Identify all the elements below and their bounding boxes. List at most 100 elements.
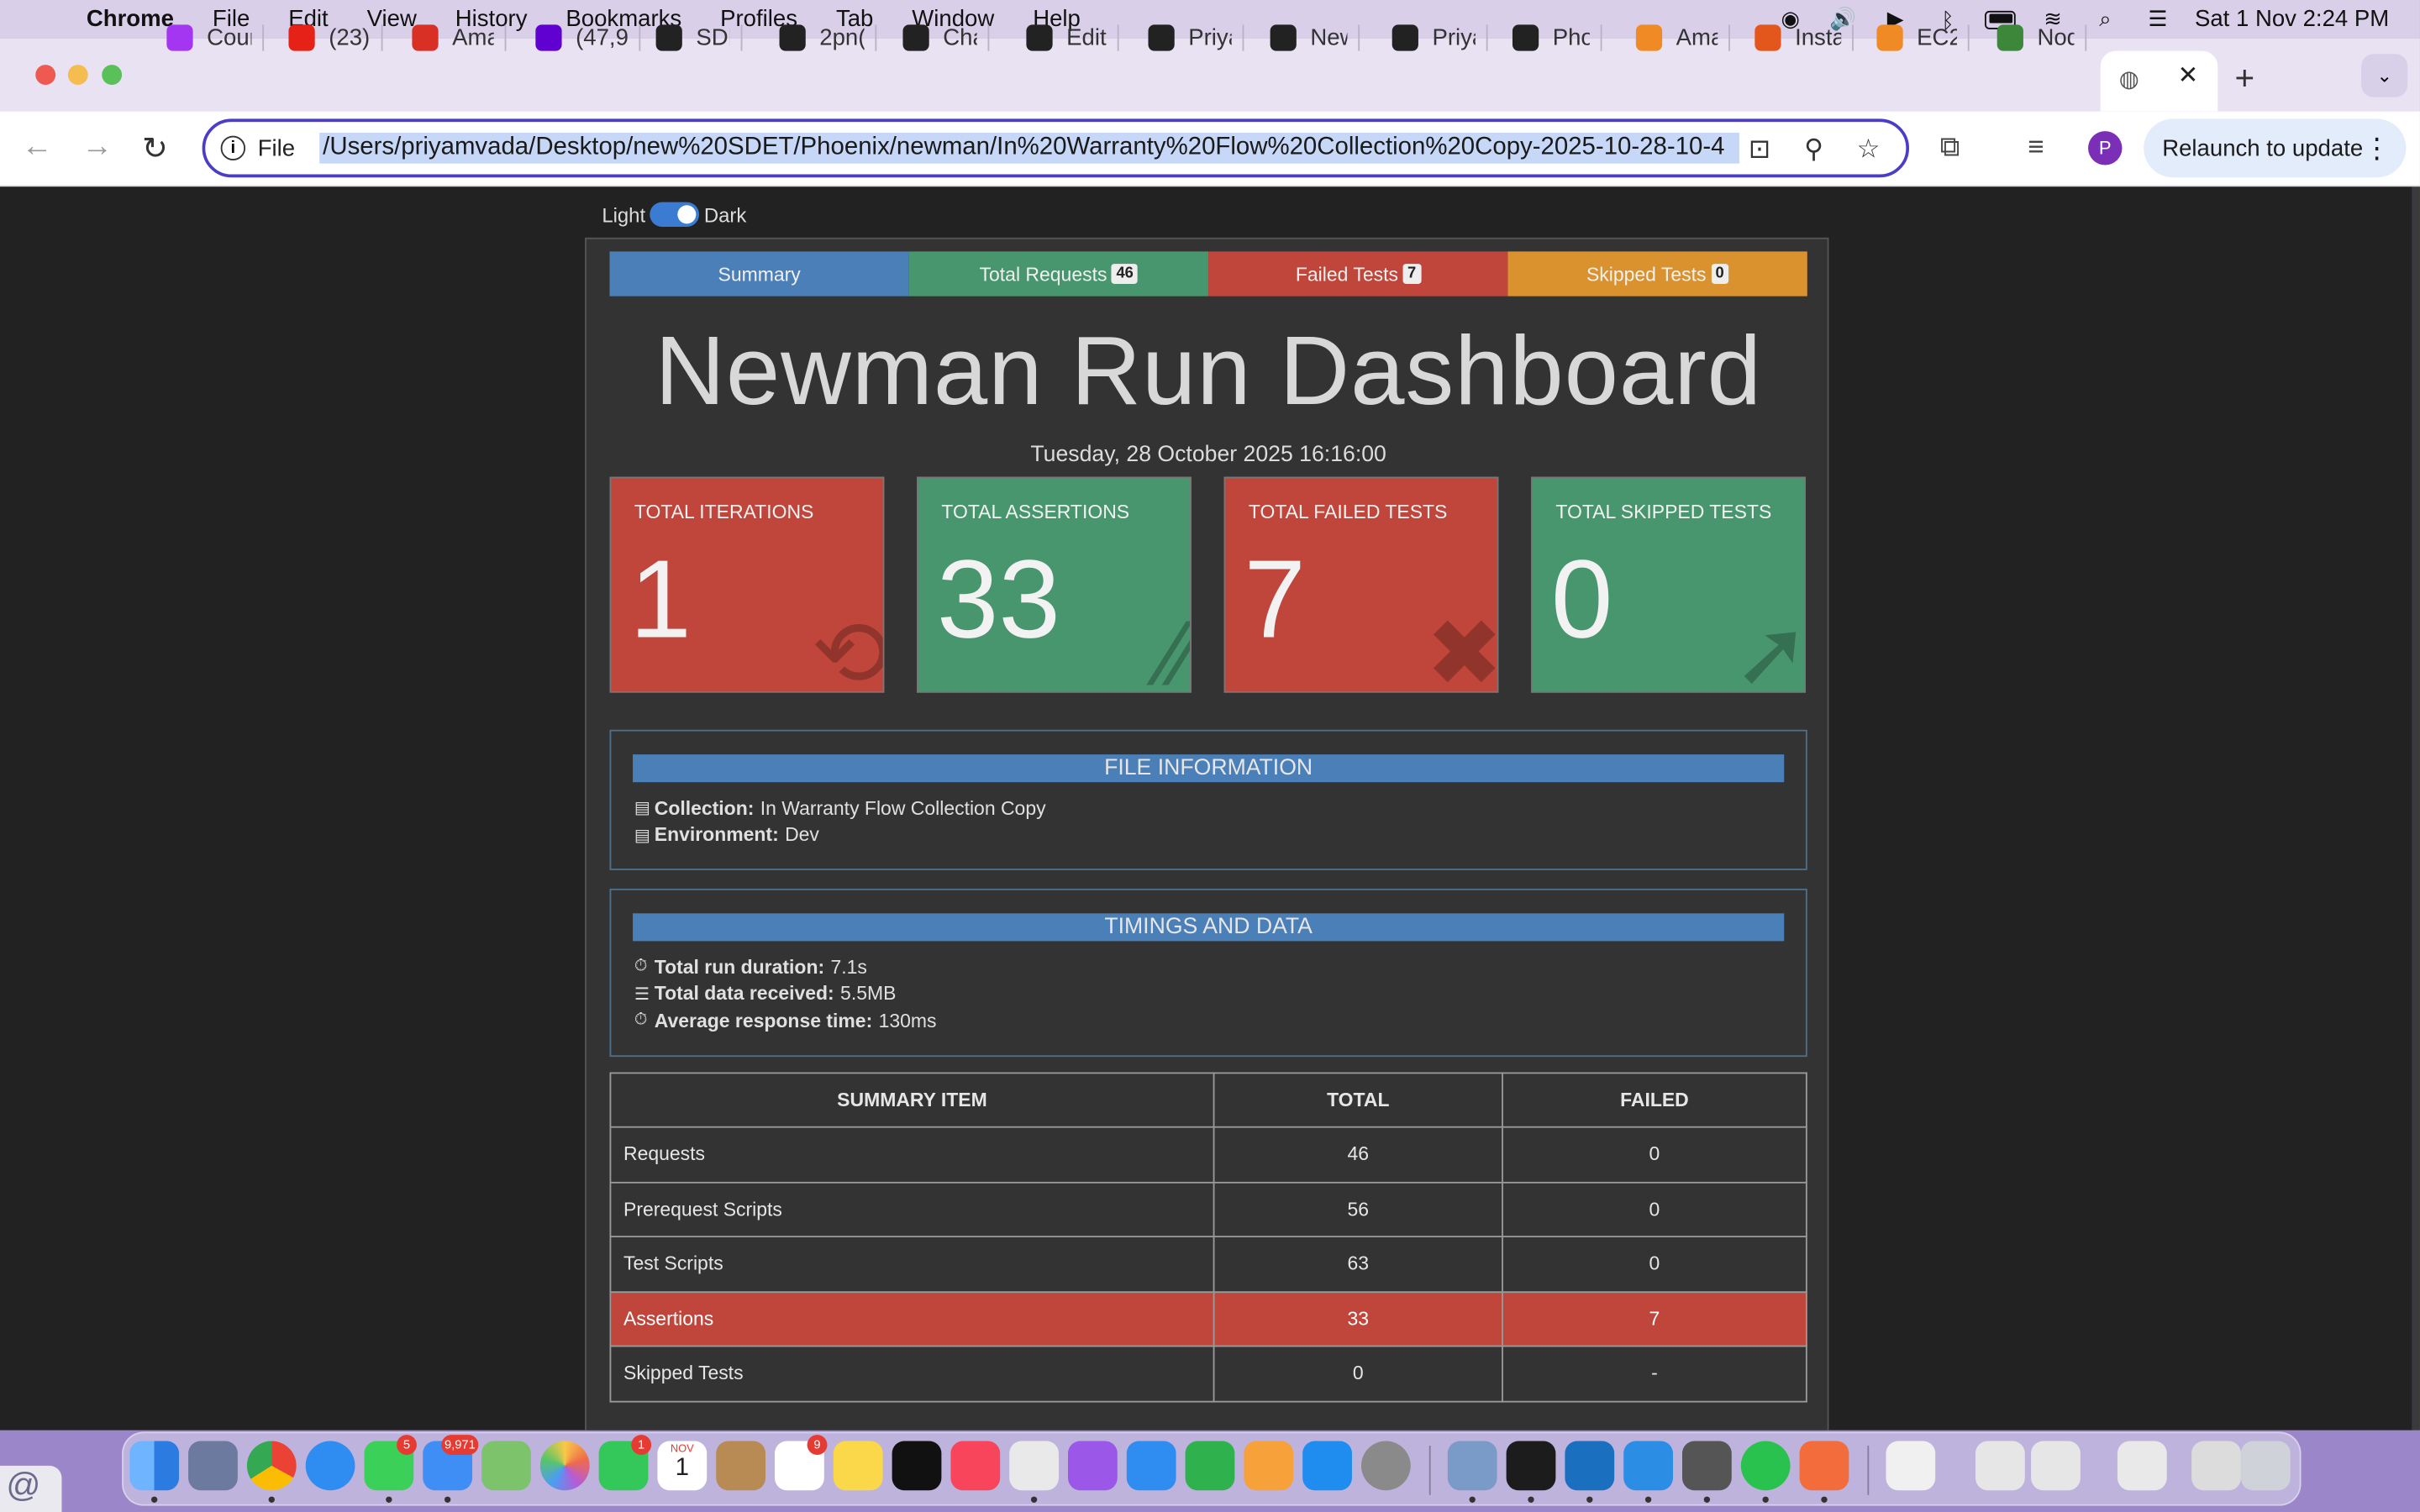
browser-tab-label: Editi: [1066, 24, 1107, 51]
running-indicator: [268, 1496, 275, 1503]
cell-failed: 7: [1502, 1290, 1807, 1347]
browser-tab[interactable]: New: [1270, 18, 1360, 57]
whatsapp-icon[interactable]: [1740, 1441, 1791, 1491]
udemy-icon: [166, 24, 193, 51]
wifi-icon[interactable]: ≋: [2044, 6, 2062, 31]
browser-tab[interactable]: Priya: [1148, 18, 1244, 57]
extensions-icon[interactable]: ⧉: [1939, 131, 1960, 162]
browser-tab[interactable]: Phoe: [1512, 18, 1602, 57]
keynote-icon[interactable]: [1126, 1441, 1176, 1491]
music-icon[interactable]: [950, 1441, 1001, 1491]
browser-tab[interactable]: Insta: [1754, 18, 1854, 57]
tab-skipped-tests[interactable]: Skipped Tests 0: [1507, 251, 1807, 297]
github-icon: [1026, 24, 1053, 51]
browser-tab[interactable]: EC2: [1876, 18, 1970, 57]
photos-icon[interactable]: [539, 1441, 590, 1491]
theme-toggle-switch[interactable]: [650, 202, 700, 227]
launchpad-icon[interactable]: [188, 1441, 238, 1491]
extension-status-icon[interactable]: ◉: [1781, 6, 1800, 31]
forward-button[interactable]: →: [82, 129, 113, 164]
downloads-icon[interactable]: [2117, 1441, 2167, 1491]
close-tab-icon[interactable]: ✕: [2177, 63, 2199, 90]
outlook-icon[interactable]: [1565, 1441, 1615, 1491]
browser-tab[interactable]: Cour: [166, 18, 265, 57]
system-settings-icon[interactable]: [1360, 1441, 1411, 1491]
browser-tab[interactable]: SDE: [655, 18, 743, 57]
browser-tab[interactable]: 2pn(: [779, 18, 877, 57]
profile-avatar[interactable]: P: [2088, 131, 2123, 165]
postman-icon[interactable]: [1799, 1441, 1849, 1491]
window-minimize-button[interactable]: [67, 65, 88, 86]
browser-tab[interactable]: Ama: [412, 18, 507, 57]
window-close-button[interactable]: [35, 65, 56, 86]
maps-icon[interactable]: [481, 1441, 531, 1491]
aws-icon: [1754, 24, 1781, 51]
window-zoom-button[interactable]: [102, 65, 123, 86]
terminal-icon[interactable]: [1506, 1441, 1556, 1491]
notes-icon[interactable]: [833, 1441, 883, 1491]
more-menu-icon[interactable]: ⋮: [2362, 132, 2391, 163]
stopwatch-icon: ⏱: [634, 957, 648, 976]
finder-icon[interactable]: [129, 1441, 180, 1491]
cell-item: Requests: [609, 1126, 1215, 1183]
reload-button[interactable]: ↻: [141, 132, 168, 167]
apple-tv-icon[interactable]: [892, 1441, 942, 1491]
numbers-icon[interactable]: [1185, 1441, 1235, 1491]
menu-tab[interactable]: Tab: [835, 6, 874, 33]
menu-app-name[interactable]: Chrome: [86, 6, 174, 33]
media-controls-icon[interactable]: ≡: [2028, 131, 2044, 162]
volume-icon[interactable]: 🔊: [1829, 6, 1857, 31]
page-scrollbar[interactable]: [2412, 186, 2420, 1431]
browser-tab[interactable]: Chat: [902, 18, 990, 57]
menu-file[interactable]: File: [212, 6, 250, 33]
calendar-icon[interactable]: NOV 1: [657, 1441, 708, 1491]
tab-failed-tests[interactable]: Failed Tests 7: [1208, 251, 1508, 297]
browser-tab[interactable]: Nod: [1996, 18, 2087, 57]
browser-tab-label: (47,9: [576, 24, 629, 51]
menubar-clock[interactable]: Sat 1 Nov 2:24 PM: [2194, 6, 2390, 33]
tab-separator: [875, 24, 877, 51]
aws-icon: [1876, 24, 1903, 51]
contacts-icon[interactable]: [716, 1441, 766, 1491]
browser-tab[interactable]: Priya: [1392, 18, 1488, 57]
tab-active[interactable]: ◍ ✕: [2100, 50, 2218, 112]
spotlight-search-icon[interactable]: ⌕: [2099, 6, 2112, 31]
address-bar[interactable]: i File /Users/priyamvada/Desktop/new%20S…: [202, 118, 1909, 178]
trash-icon[interactable]: [2240, 1441, 2291, 1491]
vscode-icon[interactable]: [1623, 1441, 1673, 1491]
google-lens-icon[interactable]: ⊡: [1748, 134, 1771, 164]
pages-icon[interactable]: [1244, 1441, 1294, 1491]
podcasts-icon[interactable]: [1067, 1441, 1118, 1491]
zoom-icon[interactable]: ⚲: [1804, 134, 1823, 164]
menu-history[interactable]: History: [455, 6, 528, 33]
chrome-icon[interactable]: [246, 1441, 297, 1491]
browser-tab[interactable]: (47,9: [535, 18, 641, 57]
control-center-icon[interactable]: ☰: [2148, 6, 2168, 31]
browser-tab[interactable]: (23): [288, 18, 383, 57]
textedit-icon[interactable]: [1009, 1441, 1059, 1491]
browser-tab[interactable]: Editi: [1026, 18, 1119, 57]
new-tab-button[interactable]: +: [2234, 58, 2255, 97]
relaunch-to-update-button[interactable]: Relaunch to update ⋮: [2144, 118, 2407, 178]
menu-view[interactable]: View: [366, 6, 417, 33]
bluetooth-icon[interactable]: ᛒ: [1941, 7, 1954, 32]
url-text[interactable]: /Users/priyamvada/Desktop/new%20SDET/Pho…: [319, 132, 1740, 164]
app-store-icon[interactable]: [1302, 1441, 1352, 1491]
document-icon[interactable]: [1886, 1441, 1936, 1491]
safari-icon[interactable]: [305, 1441, 355, 1491]
tab-search-button[interactable]: ⌄: [2361, 54, 2408, 97]
bookmark-star-icon[interactable]: ☆: [1856, 134, 1881, 164]
documents-icon[interactable]: [2191, 1441, 2241, 1491]
tab-total-requests[interactable]: Total Requests 46: [908, 251, 1209, 297]
back-button[interactable]: ←: [21, 129, 53, 164]
tab-summary[interactable]: Summary: [609, 251, 909, 297]
folder-icon[interactable]: [1975, 1441, 2025, 1491]
running-indicator: [1644, 1496, 1652, 1503]
browser-tab[interactable]: Ama: [1635, 18, 1730, 57]
app-icon[interactable]: [1682, 1441, 1732, 1491]
environment-row: ▤ Environment: Dev: [634, 822, 1806, 848]
site-info-icon[interactable]: i: [220, 135, 246, 161]
folder-icon[interactable]: [2031, 1441, 2081, 1491]
preview-icon[interactable]: [1447, 1441, 1497, 1491]
collection-label: Collection:: [654, 797, 755, 819]
